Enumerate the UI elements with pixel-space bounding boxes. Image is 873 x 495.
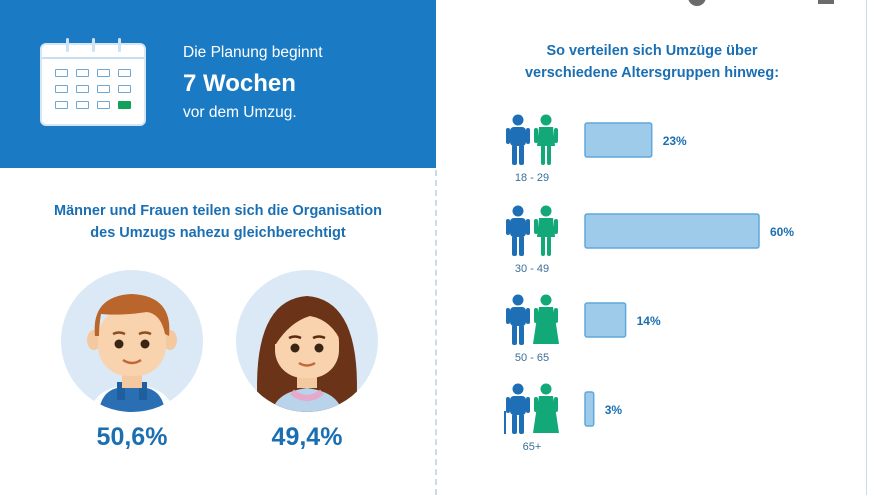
age-bar: [584, 122, 653, 158]
gender-title-line2: des Umzugs nahezu gleichberechtigt: [90, 225, 346, 241]
calendar-cell: [97, 69, 110, 77]
age-group-people-icon: [503, 383, 561, 435]
age-title: So verteilen sich Umzüge über verschiede…: [437, 40, 867, 84]
age-group-people-icon: [503, 205, 561, 257]
section-divider: [435, 170, 437, 495]
age-bar-value-label: 3%: [605, 403, 623, 417]
age-category-label: 30 - 49: [514, 263, 550, 275]
calendar-cell: [118, 101, 131, 109]
planning-banner: Die Planung beginnt 7 Wochen vor dem Umz…: [0, 0, 436, 168]
gender-title-line1: Männer und Frauen teilen sich die Organi…: [54, 203, 382, 219]
calendar-cell: [55, 85, 68, 93]
women-percentage: 49,4%: [271, 423, 343, 451]
men-percentage: 50,6%: [96, 423, 168, 451]
calendar-cell: [55, 69, 68, 77]
planning-outro: vor dem Umzug.: [183, 104, 297, 121]
calendar-cell: [97, 85, 110, 93]
age-bar: [584, 302, 627, 338]
age-group-people-icon: [503, 294, 561, 346]
calendar-cell: [76, 101, 89, 109]
calendar-cell: [55, 101, 68, 109]
planning-intro: Die Planung beginnt: [183, 44, 323, 61]
age-category-label: 65+: [522, 441, 542, 453]
calendar-cell: [118, 69, 131, 77]
calendar-cell: [76, 85, 89, 93]
age-bar-value-label: 60%: [770, 225, 794, 239]
age-bar-value-label: 14%: [637, 314, 661, 328]
calendar-cell: [118, 85, 131, 93]
top-decoration-icon: [688, 0, 706, 6]
woman-avatar: [236, 270, 378, 412]
section-border: [866, 0, 867, 495]
calendar-icon: [40, 38, 146, 126]
age-title-line1: So verteilen sich Umzüge über: [546, 43, 758, 59]
age-bar: [584, 213, 760, 249]
calendar-cell: [97, 101, 110, 109]
calendar-cell: [76, 69, 89, 77]
age-category-label: 18 - 29: [514, 172, 550, 184]
age-bar: [584, 391, 595, 427]
age-bar-value-label: 23%: [663, 134, 687, 148]
age-group-people-icon: [503, 114, 561, 166]
age-title-line2: verschiedene Altersgruppen hinweg:: [524, 65, 780, 81]
age-category-label: 50 - 65: [514, 352, 550, 364]
planning-weeks: 7 Wochen: [183, 70, 296, 97]
top-decoration-icon: [818, 0, 834, 4]
man-avatar: [61, 270, 203, 412]
gender-title: Männer und Frauen teilen sich die Organi…: [0, 200, 436, 244]
